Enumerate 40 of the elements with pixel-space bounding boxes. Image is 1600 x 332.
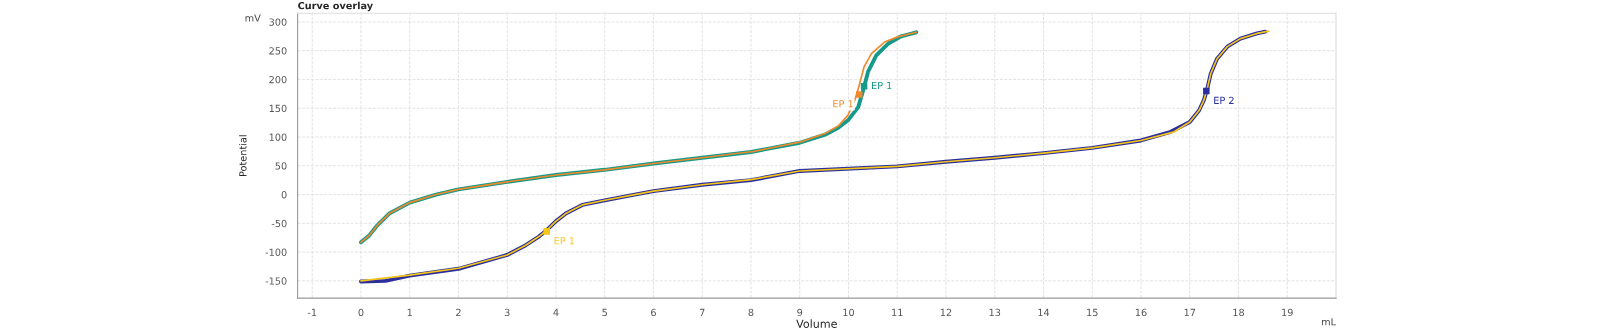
annotation: EP 2 <box>1214 96 1234 104</box>
y-tick-label: 300 <box>269 18 287 26</box>
x-tick-label: 7 <box>699 308 705 316</box>
y-tick-label: 50 <box>275 162 287 170</box>
x-tick-label: -1 <box>307 308 317 316</box>
y-axis-title: Potential <box>239 135 247 177</box>
x-tick-label: 16 <box>1135 308 1147 317</box>
x-tick-label: 4 <box>553 308 559 316</box>
x-tick-label: 12 <box>940 308 952 316</box>
x-tick-label: 10 <box>843 308 855 317</box>
y-tick-label: -50 <box>271 219 287 228</box>
x-tick-label: 11 <box>892 308 903 316</box>
x-tick-label: 17 <box>1184 308 1196 316</box>
y-tick-label: -100 <box>265 248 287 256</box>
x-tick-label: 8 <box>748 308 754 317</box>
x-tick-label: 2 <box>456 308 461 316</box>
x-tick-label: 6 <box>651 308 656 317</box>
x-tick-label: 1 <box>407 308 412 316</box>
x-tick-label: 18 <box>1233 308 1245 317</box>
x-tick-label: 13 <box>989 308 1001 317</box>
y-tick-label: 250 <box>269 47 287 55</box>
text: mV <box>245 14 261 22</box>
x-tick-label: 15 <box>1087 308 1098 317</box>
x-tick-label: 0 <box>358 308 364 317</box>
annotation: EP 1 <box>871 81 892 90</box>
x-tick-label: 14 <box>1038 308 1050 316</box>
y-tick-label: 200 <box>269 75 287 84</box>
y-tick-label: 150 <box>269 104 287 113</box>
x-tick-label: 3 <box>504 308 510 317</box>
chart-title: Curve overlay <box>298 1 373 12</box>
annotation: EP 1 <box>554 237 575 245</box>
y-tick-label: 100 <box>269 133 287 141</box>
x-axis-title: Volume <box>796 319 837 328</box>
x-tick-label: 19 <box>1282 308 1293 317</box>
x-tick-label: 5 <box>602 308 607 317</box>
x-tick-label: 9 <box>797 308 803 317</box>
y-tick-label: 0 <box>281 191 287 199</box>
annotation: EP 1 <box>833 100 853 108</box>
y-tick-label: -150 <box>265 277 287 285</box>
text: mL <box>1322 318 1336 326</box>
